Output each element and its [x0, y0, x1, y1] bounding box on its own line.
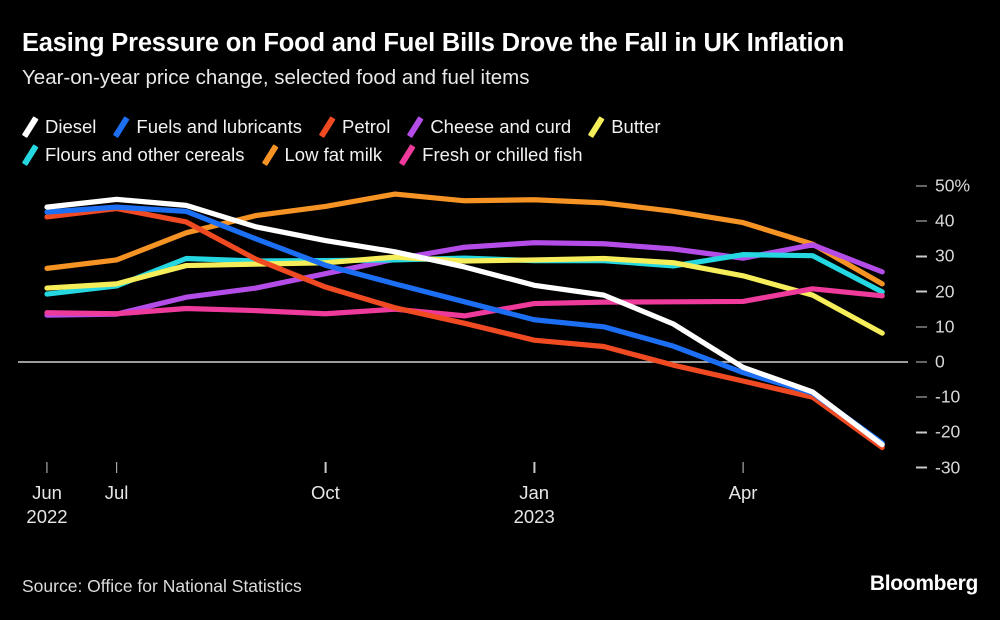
x-tick-label-month: Apr — [728, 482, 758, 503]
y-axis-tick: 40 — [916, 211, 969, 232]
series-line-fuels-and-lubricants — [44, 204, 885, 446]
y-axis-tick: -30 — [916, 457, 969, 478]
y-tick-mark — [916, 431, 927, 434]
y-axis-tick: 20 — [916, 281, 969, 302]
series-line-cheese-and-curd — [44, 240, 885, 318]
y-tick-mark — [916, 361, 927, 363]
x-tick-mark — [46, 462, 48, 473]
y-tick-mark — [916, 466, 927, 469]
legend-label: Petrol — [341, 115, 391, 137]
series-line-flours-and-other-cereals — [44, 252, 885, 297]
bloomberg-logo: Bloomberg — [869, 572, 978, 595]
series-line-butter — [44, 254, 885, 336]
y-tick-mark — [916, 290, 927, 293]
x-axis-tick: Jul — [104, 462, 129, 504]
legend-item-petrol[interactable]: Petrol — [318, 115, 391, 138]
x-tick-label-year: 2022 — [26, 506, 68, 527]
x-axis-tick: Apr — [728, 462, 758, 504]
legend-label: Fresh or chilled fish — [422, 143, 583, 165]
y-tick-label: -10 — [935, 386, 961, 407]
source-note: Source: Office for National Statistics — [22, 576, 302, 596]
y-tick-mark — [916, 326, 927, 328]
y-tick-label: -20 — [935, 421, 961, 442]
y-tick-mark — [916, 396, 927, 398]
y-axis-tick: 10 — [916, 316, 969, 337]
legend-label: Butter — [611, 115, 661, 137]
legend-row: Diesel Fuels and lubricants Petrol Cheese a… — [21, 113, 922, 141]
legend-item-butter[interactable]: Butter — [588, 115, 661, 138]
y-tick-label: 50% — [935, 175, 971, 196]
y-axis-tick: 0 — [916, 352, 969, 373]
y-tick-label: -30 — [935, 457, 961, 478]
x-tick-mark — [742, 462, 744, 473]
x-tick-label-month: Jun — [32, 482, 62, 503]
x-tick-mark — [533, 462, 535, 473]
x-tick-mark — [115, 462, 118, 473]
y-tick-label: 10 — [935, 316, 955, 337]
y-tick-label: 0 — [935, 351, 945, 372]
y-axis-tick: -10 — [916, 387, 969, 408]
legend-item-flours-and-other-cereals[interactable]: Flours and other cereals — [21, 143, 245, 166]
x-axis-tick: Oct — [311, 462, 340, 504]
series-line-diesel — [44, 196, 885, 448]
page-title: Easing Pressure on Food and Fuel Bills D… — [22, 29, 845, 57]
x-tick-label-month: Oct — [311, 482, 340, 503]
legend-item-low-fat-milk[interactable]: Low fat milk — [261, 143, 383, 166]
legend-item-fuels-and-lubricants[interactable]: Fuels and lubricants — [113, 115, 302, 138]
legend-label: Fuels and lubricants — [136, 115, 302, 137]
chart-legend: Diesel Fuels and lubricants Petrol Cheese a… — [21, 113, 922, 169]
legend-label: Flours and other cereals — [45, 143, 245, 165]
legend-label: Diesel — [45, 115, 97, 137]
y-axis-tick: 50% — [916, 176, 970, 197]
y-axis-tick: -20 — [916, 422, 969, 443]
y-tick-mark — [916, 255, 927, 258]
y-tick-mark — [916, 220, 927, 222]
y-tick-label: 40 — [935, 210, 955, 231]
y-axis-tick: 30 — [916, 246, 969, 267]
y-tick-label: 30 — [935, 245, 955, 266]
series-line-low-fat-milk — [44, 191, 885, 287]
legend-label: Cheese and curd — [430, 115, 572, 137]
legend-item-cheese-and-curd[interactable]: Cheese and curd — [407, 115, 572, 138]
x-tick-label-month: Jan — [519, 482, 550, 503]
x-tick-mark — [324, 462, 327, 473]
legend-row: Flours and other cereals Low fat milk Fres… — [21, 141, 922, 169]
page-subtitle: Year-on-year price change, selected food… — [22, 66, 530, 89]
legend-item-diesel[interactable]: Diesel — [21, 115, 97, 138]
y-tick-label: 20 — [935, 281, 955, 302]
legend-item-fresh-or-chilled-fish[interactable]: Fresh or chilled fish — [399, 143, 583, 166]
series-line-petrol — [44, 205, 885, 451]
y-axis: 50% 40 30 20 10 0 -10 -20 -30 — [916, 0, 1000, 620]
x-axis-tick: Jan 2023 — [514, 462, 555, 529]
x-tick-label-month: Jul — [104, 482, 129, 503]
x-tick-label-year: 2023 — [513, 506, 555, 527]
legend-label: Low fat milk — [284, 143, 383, 165]
y-tick-mark — [916, 185, 927, 187]
series-line-fresh-or-chilled-fish — [44, 286, 885, 319]
x-axis-tick: Jun 2022 — [26, 462, 68, 529]
